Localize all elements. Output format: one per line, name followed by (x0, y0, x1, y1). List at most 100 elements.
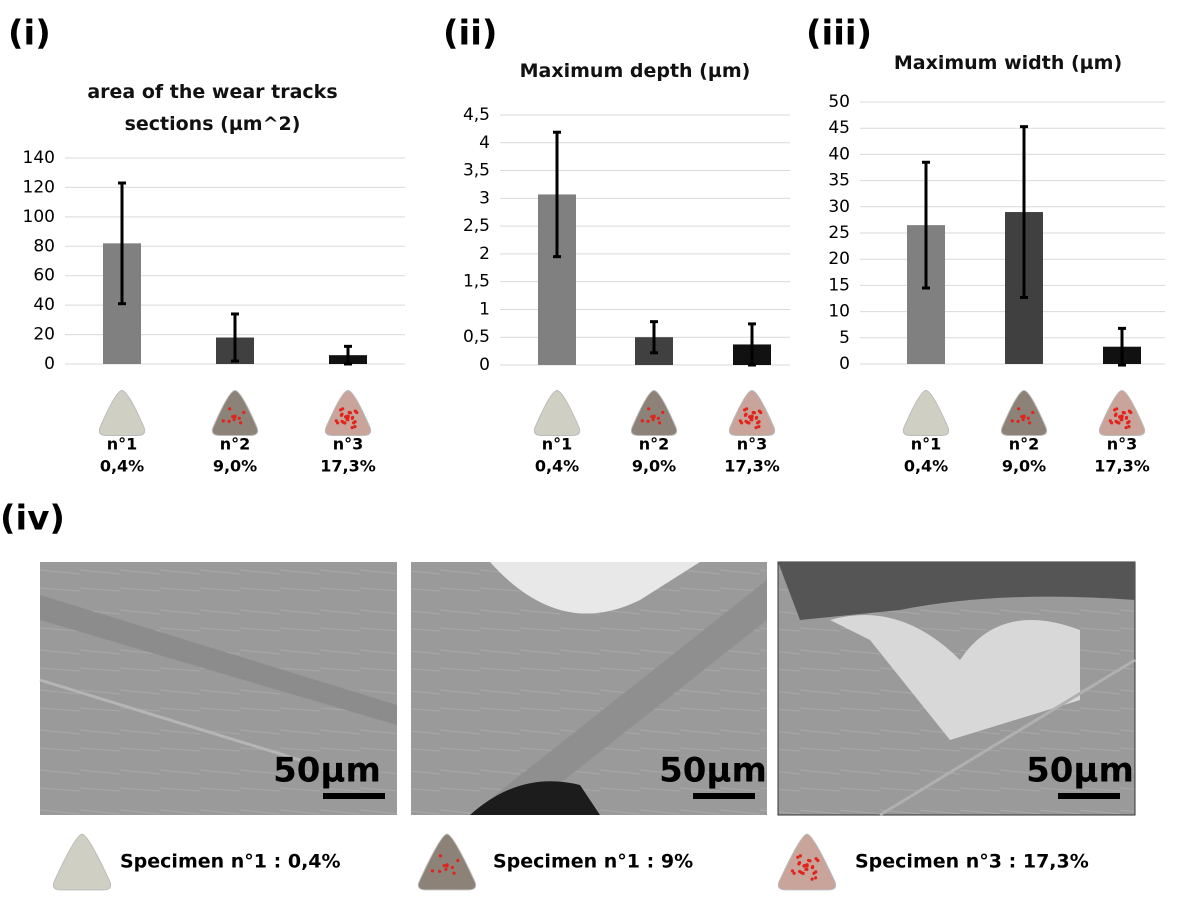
chart-title: Maximum depth (µm) (519, 60, 751, 82)
y-tick-label: 1,5 (463, 272, 490, 292)
scale-bar (693, 793, 755, 799)
y-tick-label: 2 (479, 244, 490, 264)
red-speck (743, 413, 747, 417)
red-speck (805, 867, 809, 872)
chart-title: area of the wear tracks sections (µm^2) (87, 81, 338, 135)
specimen-icon (324, 389, 372, 436)
red-speck (796, 855, 800, 859)
y-tick-label: 20 (828, 249, 850, 269)
red-speck (1112, 408, 1117, 412)
error-bar (922, 160, 930, 290)
scale-bar-label: 50µm (273, 751, 381, 791)
y-tick-label: 20 (33, 325, 55, 345)
specimen-icon (630, 389, 678, 436)
red-speck (1118, 415, 1122, 419)
specimen-shape (902, 389, 950, 436)
red-speck (347, 410, 351, 415)
red-speck (339, 413, 343, 417)
panel-label: (ii) (443, 14, 497, 54)
red-speck (1127, 420, 1131, 424)
x-tick-label: n°2 (639, 435, 670, 454)
red-speck (757, 409, 761, 413)
error-bar (118, 181, 126, 306)
red-speck (814, 870, 818, 874)
y-tick-label: 40 (828, 144, 850, 164)
red-speck (344, 415, 348, 419)
red-speck (1124, 415, 1129, 420)
x-tick-label: n°3 (333, 435, 364, 454)
red-speck (792, 871, 796, 875)
specimen-icon (533, 389, 581, 436)
red-speck (232, 418, 236, 422)
red-speck (1124, 425, 1128, 430)
scale-bar-label: 50µm (1026, 751, 1134, 791)
red-speck (1127, 409, 1131, 413)
red-speck (228, 407, 232, 411)
red-speck (350, 415, 355, 420)
red-speck (1031, 410, 1035, 415)
red-speck (237, 416, 241, 420)
red-speck (338, 408, 343, 412)
red-speck (802, 864, 806, 868)
y-tick-label: 120 (23, 177, 55, 197)
y-tick-label: 80 (33, 236, 55, 256)
x-tick-label: n°2 (1009, 435, 1040, 454)
red-speck (747, 421, 751, 425)
red-speck (740, 421, 744, 425)
y-tick-label: 3,5 (463, 161, 490, 181)
specimen-icon (1098, 389, 1146, 436)
red-speck (790, 869, 795, 873)
specimen-icon (98, 389, 146, 436)
error-bar (344, 344, 352, 366)
red-speck (1110, 421, 1114, 425)
sem-image (411, 562, 767, 815)
x-tick-sublabel: 17,3% (724, 457, 780, 476)
x-tick-label: n°1 (107, 435, 138, 454)
legend-label: Specimen n°1 : 0,4% (120, 851, 341, 873)
red-speck (442, 864, 446, 868)
y-tick-label: 45 (828, 118, 850, 138)
red-speck (1121, 410, 1125, 415)
x-tick-label: n°3 (1107, 435, 1138, 454)
panel-label: (iv) (0, 499, 65, 539)
red-speck (456, 858, 460, 863)
specimen-icon (417, 833, 477, 891)
red-speck (661, 410, 665, 415)
panel-label: (iii) (806, 14, 872, 54)
chart-title: Maximum width (µm) (893, 52, 1123, 74)
red-speck (1113, 413, 1117, 417)
red-speck (452, 871, 456, 875)
legend-label: Specimen n°1 : 9% (493, 851, 693, 873)
x-tick-sublabel: 17,3% (320, 457, 376, 476)
sem-image (777, 561, 1136, 817)
specimen-shape (98, 389, 146, 436)
red-speck (1028, 421, 1032, 425)
red-speck (1120, 415, 1124, 419)
specimen-shape (533, 389, 581, 436)
red-speck (656, 416, 660, 420)
specimen-shape (630, 389, 678, 436)
specimen-icon (1000, 389, 1048, 436)
specimen-icon (777, 833, 837, 891)
red-speck (1117, 421, 1121, 425)
y-tick-label: 2,5 (463, 216, 490, 236)
red-speck (239, 421, 243, 425)
y-tick-label: 0 (839, 354, 850, 374)
red-speck (647, 407, 651, 411)
red-speck (1127, 424, 1131, 429)
x-tick-label: n°2 (220, 435, 251, 454)
y-tick-label: 40 (33, 295, 55, 315)
error-bar (748, 322, 756, 367)
red-speck (806, 858, 811, 863)
y-tick-label: 50 (828, 92, 850, 112)
scale-bar-label: 50µm (659, 751, 767, 791)
y-tick-label: 15 (828, 275, 850, 295)
y-tick-label: 0 (479, 355, 490, 375)
red-speck (754, 425, 758, 430)
red-speck (353, 420, 357, 424)
red-speck (1026, 416, 1030, 420)
legend-label: Specimen n°3 : 17,3% (855, 851, 1089, 873)
x-tick-sublabel: 17,3% (1094, 457, 1150, 476)
x-tick-sublabel: 0,4% (535, 457, 579, 476)
